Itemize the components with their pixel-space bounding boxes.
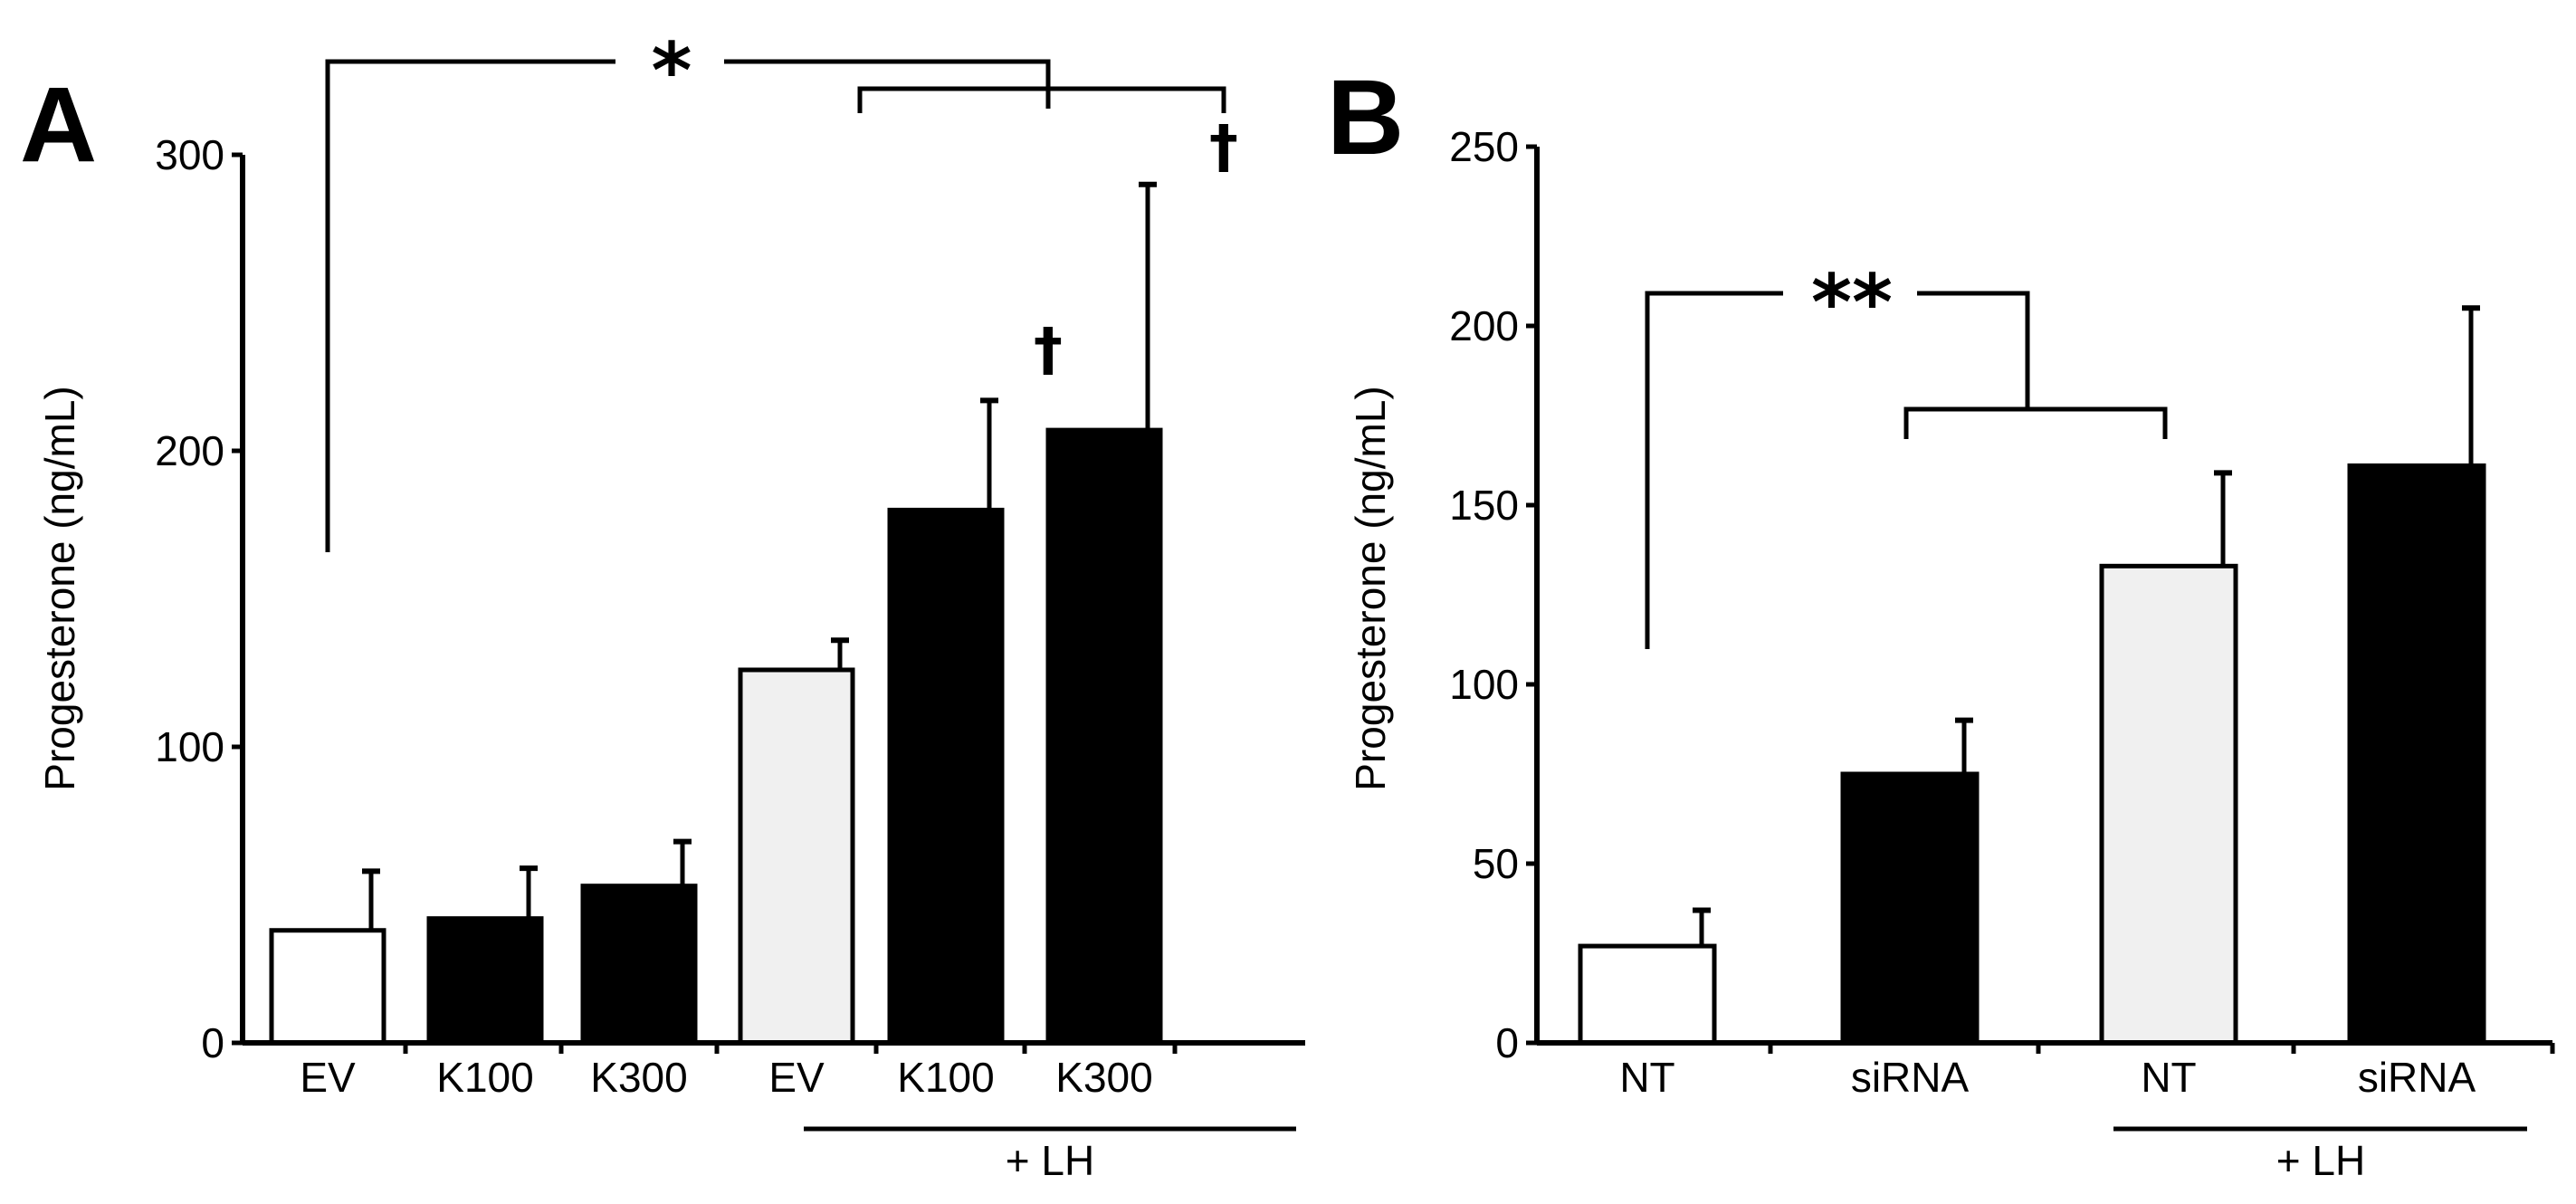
panel-b-lh-group-label: + LH: [2276, 1137, 2365, 1184]
panel-a-category-label: K300: [1055, 1054, 1152, 1101]
panel-a-y-tick-label: 200: [155, 427, 224, 474]
panel-a-y-tick-label: 300: [155, 131, 224, 178]
panel-b-significance-label: **: [1811, 258, 1893, 349]
panel-a-lh-group-label: + LH: [1006, 1137, 1094, 1184]
panel-a-category-label: EV: [300, 1054, 356, 1101]
panel-a-y-tick-label: 100: [155, 723, 224, 770]
panel-b-category-label: siRNA: [1851, 1054, 1970, 1101]
panel-b-bar-1: [1578, 943, 1717, 1046]
panel-b-y-tick-label: 250: [1449, 123, 1519, 170]
panel-a-axis-ticks: EV K100 K300 EV K100 K300 0 100 200 300: [155, 131, 1178, 1101]
panel-a-bar-3: [580, 884, 698, 1046]
panel-b-category-label: NT: [2141, 1054, 2196, 1101]
panel-b-y-axis-label: Progesterone (ng/mL): [1347, 386, 1394, 790]
panel-a-category-label: K100: [897, 1054, 994, 1101]
panel-b-category-label: siRNA: [2358, 1054, 2476, 1101]
panel-a-significance-bracket: [325, 59, 1226, 552]
panel-a-bar5-annotation: †: [1034, 317, 1063, 384]
panel-b-category-label: NT: [1619, 1054, 1674, 1101]
panel-b-axis-ticks: NT siRNA NT siRNA 0 50 100 150 200 250: [1449, 123, 2555, 1101]
panel-b: B Progesterone (ng/mL) NT siRNA NT siRNA 0 50…: [1327, 58, 2555, 1184]
panel-a-bar-4: [738, 667, 855, 1046]
panel-b-y-tick-label: 0: [1495, 1019, 1519, 1066]
panel-a-bar-5: [887, 507, 1005, 1046]
panel-a-category-label: K100: [436, 1054, 533, 1101]
panel-a-letter: A: [20, 65, 97, 185]
panel-a-y-tick-label: 0: [201, 1019, 224, 1066]
panel-b-y-tick-label: 150: [1449, 482, 1519, 529]
panel-a-category-label: K300: [590, 1054, 687, 1101]
panel-b-letter: B: [1327, 58, 1404, 177]
panel-b-y-tick-label: 50: [1473, 840, 1519, 887]
panel-a-category-label: EV: [768, 1054, 825, 1101]
panel-b-bar-2: [1840, 771, 1980, 1046]
panel-b-bar-3: [2099, 563, 2238, 1046]
panel-a-bar-1: [269, 928, 386, 1046]
panel-a-bars: [269, 181, 1163, 1046]
panel-b-y-tick-label: 200: [1449, 302, 1519, 349]
panel-a-bar-6: [1045, 427, 1163, 1046]
panel-a-y-axis-label: Progesterone (ng/mL): [36, 386, 83, 790]
panel-a-bar6-annotation: †: [1209, 114, 1238, 181]
panel-b-bars: [1578, 305, 2486, 1046]
panel-b-y-tick-label: 100: [1449, 661, 1519, 708]
panel-a: A Progesterone (ng/mL) EV K100 K300 EV K100 K…: [20, 26, 1305, 1184]
panel-b-bar-4: [2347, 463, 2486, 1046]
panel-b-significance-bracket: [1645, 291, 2168, 649]
panel-a-bar-2: [426, 916, 544, 1046]
panel-a-significance-label: *: [652, 26, 692, 117]
